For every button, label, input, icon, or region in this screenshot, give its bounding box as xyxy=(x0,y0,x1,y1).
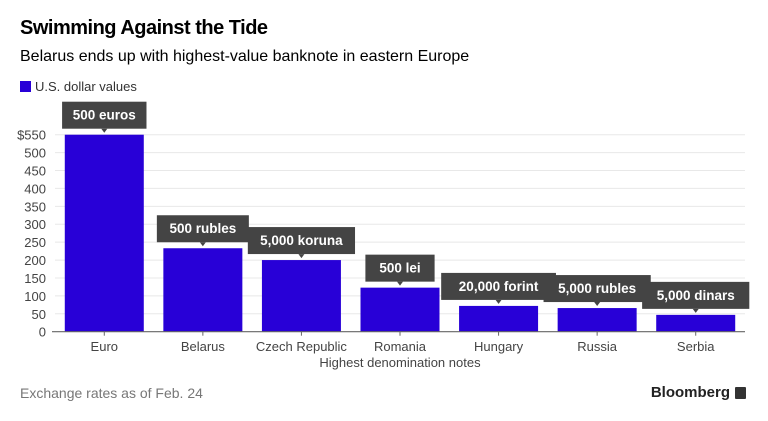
y-tick-label: 400 xyxy=(24,181,46,196)
data-label-pointer xyxy=(199,242,206,247)
bar xyxy=(64,134,144,332)
bar xyxy=(459,305,539,332)
bar xyxy=(360,287,440,332)
x-tick-label: Czech Republic xyxy=(256,339,348,354)
bar xyxy=(163,248,243,332)
data-label-pointer xyxy=(397,281,403,286)
data-label: 500 rubles xyxy=(169,221,236,236)
x-tick-label: Euro xyxy=(91,339,118,354)
y-tick-label: 150 xyxy=(24,271,46,286)
chart-icon xyxy=(735,386,746,399)
data-label-pointer xyxy=(692,308,699,313)
x-tick-label: Serbia xyxy=(677,339,715,354)
y-tick-label: 250 xyxy=(24,235,46,250)
y-tick-label: 350 xyxy=(24,199,46,214)
y-tick-label: 500 xyxy=(24,146,46,161)
y-tick-label: 50 xyxy=(32,307,46,322)
y-tick-label: 300 xyxy=(24,217,46,232)
x-tick-label: Russia xyxy=(577,339,618,354)
data-label: 5,000 rubles xyxy=(558,281,636,296)
legend-label: U.S. dollar values xyxy=(35,79,137,94)
bar xyxy=(656,314,736,332)
data-label: 5,000 koruna xyxy=(260,233,343,248)
data-label-box xyxy=(247,227,356,255)
y-tick-label: 200 xyxy=(24,253,46,268)
data-label: 500 euros xyxy=(73,108,136,123)
data-label-box xyxy=(642,281,750,309)
footer-note: Exchange rates as of Feb. 24 xyxy=(20,385,203,401)
data-label: 5,000 dinars xyxy=(657,288,735,303)
data-label-box xyxy=(62,101,147,129)
x-tick-label: Romania xyxy=(374,339,427,354)
bar xyxy=(557,308,637,332)
data-label: 20,000 forint xyxy=(459,279,539,294)
y-tick-label: 450 xyxy=(24,164,46,179)
x-axis-label: Highest denomination notes xyxy=(319,355,481,370)
legend: U.S. dollar values xyxy=(20,79,137,94)
data-label-box xyxy=(543,275,651,303)
x-tick-label: Hungary xyxy=(474,339,524,354)
data-label-pointer xyxy=(594,302,601,307)
data-label-box xyxy=(441,272,556,300)
legend-swatch xyxy=(20,81,31,92)
data-label-pointer xyxy=(495,299,502,304)
data-label-box xyxy=(365,254,435,282)
data-label-pointer xyxy=(298,254,305,259)
data-label-box xyxy=(156,215,249,243)
data-label: 500 lei xyxy=(379,261,420,276)
bar xyxy=(261,260,341,332)
y-tick-label: $550 xyxy=(17,128,46,143)
brand-logo: Bloomberg xyxy=(651,384,746,401)
data-label-pointer xyxy=(101,128,108,133)
x-tick-label: Belarus xyxy=(181,339,226,354)
y-tick-label: 0 xyxy=(39,325,46,340)
brand-name: Bloomberg xyxy=(650,384,730,401)
chart-title: Swimming Against the Tide xyxy=(20,17,268,39)
y-tick-label: 100 xyxy=(24,289,46,304)
chart-subtitle: Belarus ends up with highest-value bankn… xyxy=(20,48,470,65)
